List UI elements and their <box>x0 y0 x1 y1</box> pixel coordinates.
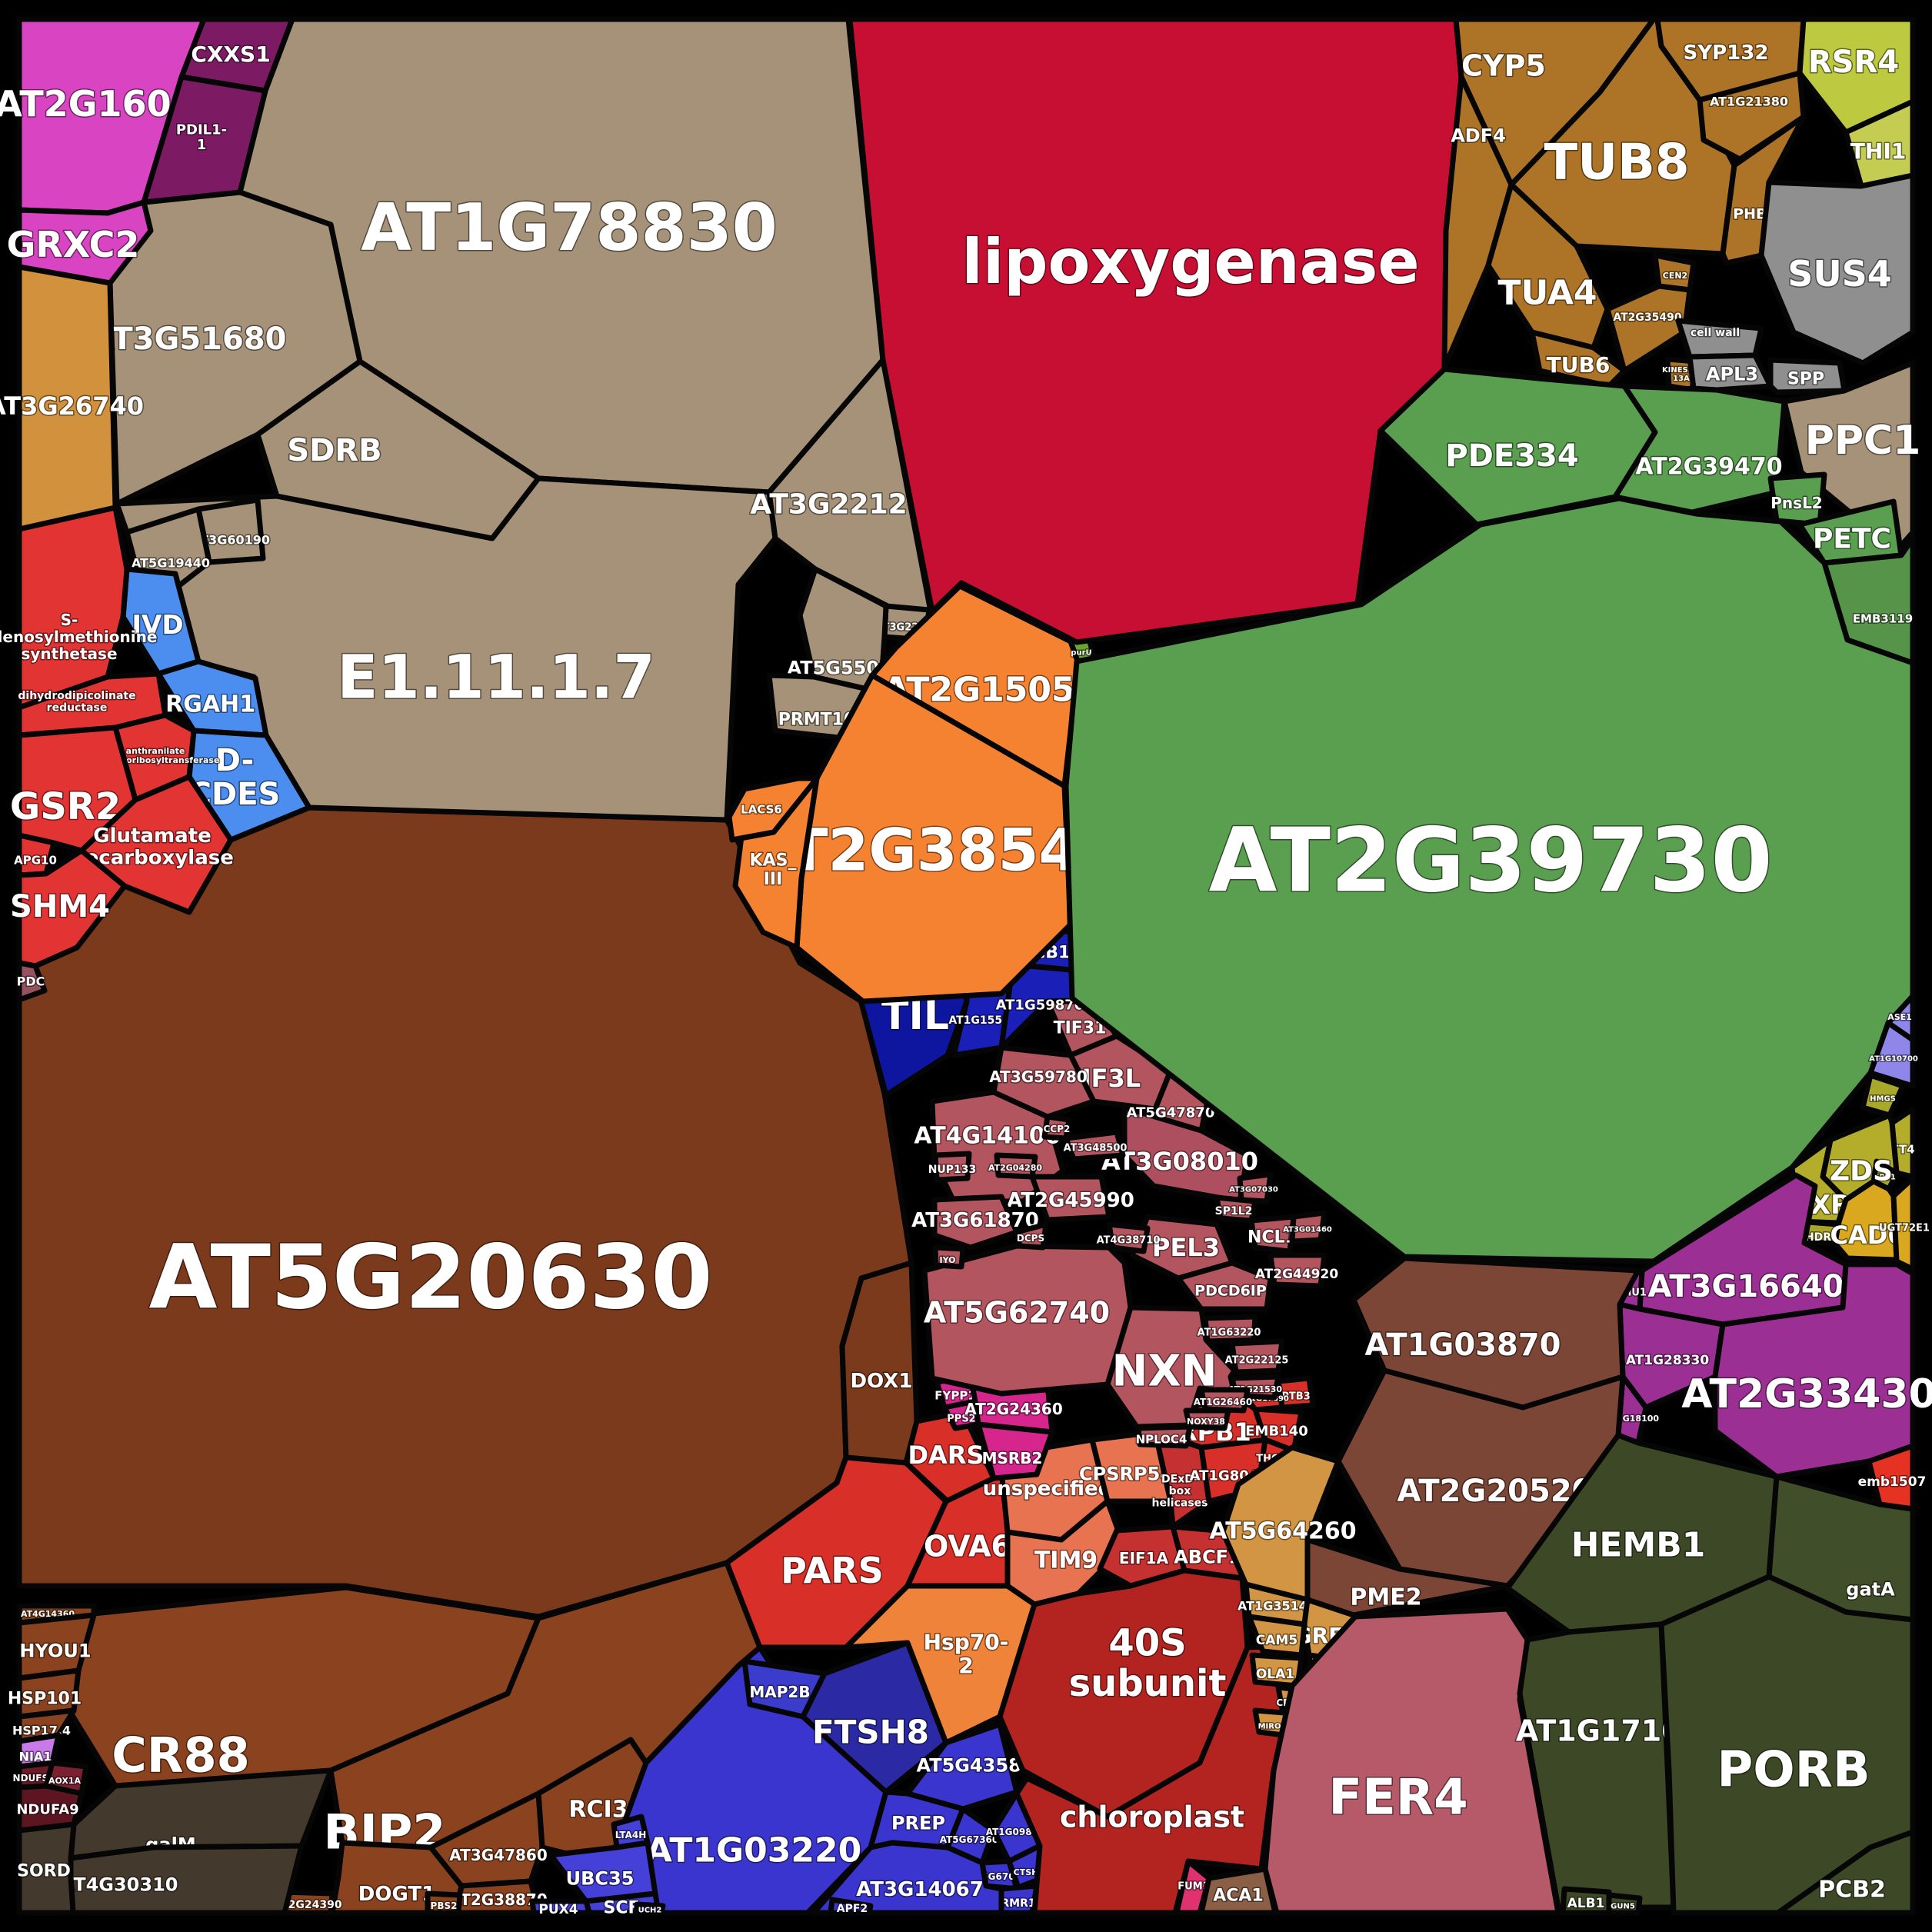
cell-at4g30310[interactable] <box>68 1843 305 1916</box>
cell-iyo[interactable] <box>932 1244 966 1270</box>
cell-ndufa9[interactable] <box>16 1783 85 1834</box>
cell-sdrb[interactable] <box>255 358 541 541</box>
cell-pdc[interactable] <box>16 960 48 1003</box>
cell-ugt72e1[interactable] <box>1890 1175 1916 1272</box>
cell-pdcd6ip[interactable] <box>1175 1260 1274 1312</box>
cell-pux4[interactable] <box>529 1898 592 1916</box>
cell-cell-wall[interactable] <box>1675 318 1764 360</box>
cell-at5g43580[interactable] <box>904 1721 1020 1812</box>
cell-dars[interactable] <box>903 1409 997 1504</box>
cell-at1g63220[interactable] <box>1202 1314 1258 1344</box>
cell-sus4[interactable] <box>1758 172 1916 366</box>
cell-aca1[interactable] <box>1198 1866 1278 1916</box>
cell-pbs2[interactable] <box>425 1890 463 1916</box>
cell-noxy38[interactable] <box>1183 1407 1231 1431</box>
cell-ccp2[interactable] <box>1041 1114 1072 1141</box>
cell-at2g44920[interactable] <box>1267 1252 1327 1289</box>
cell-at3g61870[interactable] <box>931 1194 1020 1251</box>
cell-at3g59780[interactable] <box>991 1044 1097 1120</box>
cell-at2g38870[interactable] <box>454 1878 541 1916</box>
cell-argah1[interactable] <box>155 658 269 738</box>
cell-at2g04280[interactable] <box>994 1152 1038 1180</box>
cell-at4g38710[interactable] <box>1106 1221 1151 1254</box>
cell-adf4[interactable] <box>1441 74 1514 371</box>
cell-nup133[interactable] <box>932 1151 972 1183</box>
cell-at1g10700[interactable] <box>1867 1020 1916 1089</box>
cell-lipoxygenase[interactable] <box>847 16 1464 645</box>
cell-hmgs[interactable] <box>1860 1072 1906 1118</box>
cell-at3g07030[interactable] <box>1237 1171 1274 1204</box>
cell-ubc35[interactable] <box>548 1840 658 1904</box>
cell-at5g64260[interactable] <box>1220 1444 1341 1603</box>
cell-at2g45990[interactable] <box>1029 1174 1112 1223</box>
cell-pnsl2[interactable] <box>1767 471 1827 528</box>
cell-apf2[interactable] <box>828 1897 874 1916</box>
cell-at3g01460[interactable] <box>1289 1210 1327 1244</box>
cell-uch2[interactable] <box>634 1901 666 1916</box>
cell-msrb2[interactable] <box>975 1421 1055 1481</box>
cell-apl3[interactable] <box>1687 352 1774 393</box>
cell-lacs6[interactable] <box>726 775 820 843</box>
cell-at2g22125[interactable] <box>1229 1338 1285 1375</box>
cell-at2g35490[interactable] <box>1604 283 1693 374</box>
cell-pcb2[interactable] <box>1775 1829 1916 1916</box>
cell-at3g48500[interactable] <box>1063 1129 1126 1162</box>
cell-alb1[interactable] <box>1560 1886 1612 1916</box>
cell-ncl1[interactable] <box>1248 1214 1297 1254</box>
cell-at2g39730[interactable] <box>1063 495 1916 1264</box>
cell-spp[interactable] <box>1767 357 1847 395</box>
cell-at3g26740[interactable] <box>16 264 118 532</box>
cell-gun5[interactable] <box>1606 1892 1643 1916</box>
cell-dcps[interactable] <box>1014 1221 1049 1251</box>
cell-pdil1-1[interactable] <box>141 74 268 205</box>
cell-rmr1[interactable] <box>998 1883 1040 1916</box>
cell-at1g26460[interactable] <box>1198 1387 1251 1414</box>
cell-cam5[interactable] <box>1246 1614 1307 1658</box>
cell-sord[interactable] <box>16 1821 77 1916</box>
cell-tub6[interactable] <box>1529 329 1627 389</box>
cell-at3g14067[interactable] <box>811 1840 1004 1916</box>
cell-nploc4[interactable] <box>1135 1424 1193 1449</box>
cell-ftsh8[interactable] <box>800 1640 949 1795</box>
